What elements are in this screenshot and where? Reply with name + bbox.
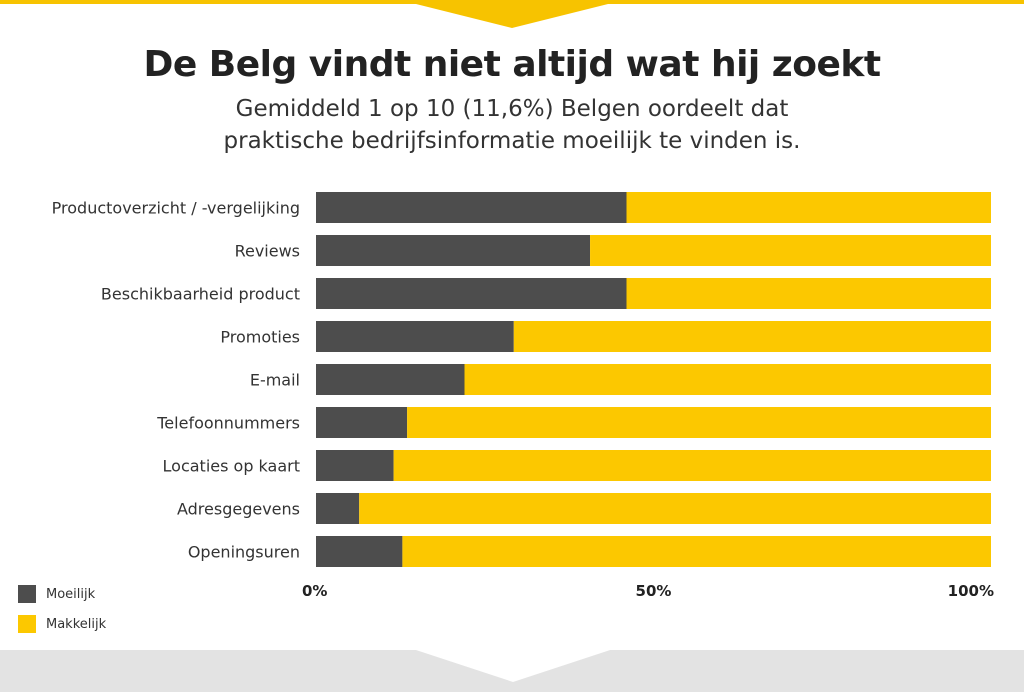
- bar-moeilijk-4: [316, 364, 465, 395]
- legend-item-moeilijk: Moeilijk: [18, 583, 106, 605]
- bar-makkelijk-7: [359, 493, 991, 524]
- stacked-bar-chart: Productoverzicht / -vergelijking Reviews B…: [52, 192, 994, 600]
- category-label-8: Openingsuren: [188, 543, 300, 562]
- category-label-0: Productoverzicht / -vergelijking: [52, 199, 300, 218]
- top-arrow-decoration: [400, 0, 624, 28]
- bars-layer: [316, 192, 991, 567]
- bar-moeilijk-3: [316, 321, 514, 352]
- legend-label-moeilijk: Moeilijk: [46, 586, 96, 602]
- bar-makkelijk-6: [393, 450, 991, 481]
- x-tick-label-1: 50%: [636, 582, 672, 600]
- bar-makkelijk-0: [626, 192, 991, 223]
- category-label-3: Promoties: [220, 328, 300, 347]
- bar-moeilijk-8: [316, 536, 403, 567]
- bar-makkelijk-5: [407, 407, 991, 438]
- category-label-4: E-mail: [250, 371, 300, 390]
- x-tick-label-2: 100%: [948, 582, 994, 600]
- bar-moeilijk-6: [316, 450, 394, 481]
- bar-moeilijk-5: [316, 407, 408, 438]
- bar-moeilijk-0: [316, 192, 627, 223]
- category-label-2: Beschikbaarheid product: [101, 285, 300, 304]
- category-label-5: Telefoonnummers: [156, 414, 300, 433]
- category-label-6: Locaties op kaart: [163, 457, 300, 476]
- x-tick-label-0: 0%: [302, 582, 327, 600]
- bar-moeilijk-1: [316, 235, 591, 266]
- bottom-arrow-decoration: [355, 630, 671, 682]
- category-label-7: Adresgegevens: [177, 500, 300, 519]
- legend-swatch-makkelijk: [18, 615, 36, 633]
- x-axis-ticks: 0% 50% 100%: [302, 582, 994, 600]
- chart-title: De Belg vindt niet altijd wat hij zoekt: [143, 44, 881, 85]
- legend: Moeilijk Makkelijk: [18, 583, 106, 643]
- bar-makkelijk-4: [464, 364, 991, 395]
- bar-makkelijk-8: [402, 536, 991, 567]
- bar-makkelijk-3: [513, 321, 991, 352]
- category-labels: Productoverzicht / -vergelijking Reviews B…: [52, 199, 300, 562]
- bar-makkelijk-1: [590, 235, 991, 266]
- legend-label-makkelijk: Makkelijk: [46, 616, 107, 632]
- bar-moeilijk-7: [316, 493, 360, 524]
- bar-makkelijk-2: [626, 278, 991, 309]
- category-label-1: Reviews: [235, 242, 300, 261]
- chart-subtitle: Gemiddeld 1 op 10 (11,6%) Belgen oordeel…: [223, 96, 801, 154]
- legend-swatch-moeilijk: [18, 585, 36, 603]
- legend-item-makkelijk: Makkelijk: [18, 613, 106, 635]
- bar-moeilijk-2: [316, 278, 627, 309]
